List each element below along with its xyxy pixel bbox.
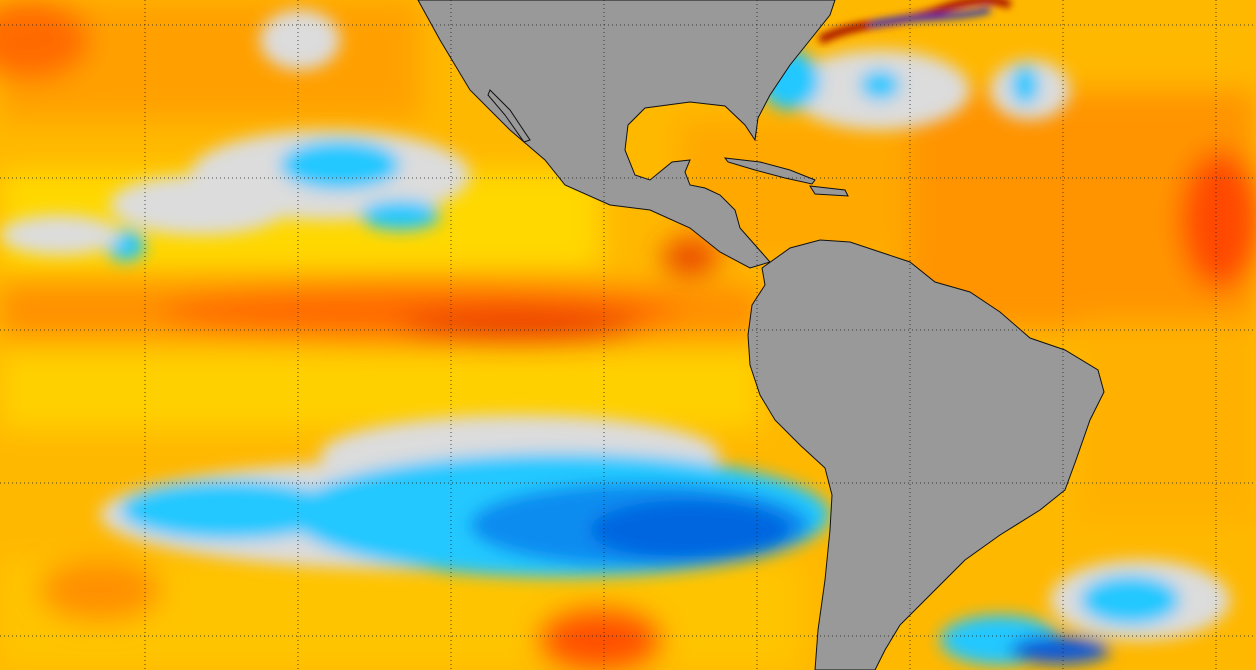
neutral-patch	[260, 10, 340, 70]
warm-field	[40, 560, 160, 620]
neutral-patch	[110, 175, 290, 235]
cold-patch	[1010, 636, 1110, 664]
cool-patch	[360, 200, 440, 230]
front	[869, 7, 991, 28]
warm-field	[0, 0, 90, 80]
warm-field	[1180, 150, 1256, 290]
cool-patch	[1080, 575, 1180, 625]
land	[417, 0, 1105, 670]
baja-california	[487, 89, 531, 143]
cool-patch	[860, 70, 900, 100]
cold-patch	[590, 500, 790, 560]
gulf-stream-front	[818, 0, 1012, 44]
cool-patch	[280, 140, 400, 190]
hot-core	[400, 311, 640, 339]
south-america	[747, 239, 1105, 670]
cool-patch	[120, 480, 340, 540]
warm-field	[1080, 320, 1256, 520]
hot-core	[662, 240, 718, 276]
north-central-america	[417, 0, 836, 269]
yellow-field	[0, 350, 760, 430]
cool-patch	[1011, 65, 1039, 105]
hot-core	[540, 610, 660, 670]
front	[818, 0, 1012, 44]
hispaniola	[809, 185, 849, 197]
neutral-patch	[0, 215, 120, 255]
cool-patches-north	[0, 10, 1070, 261]
cold-tongue	[100, 415, 1230, 665]
equatorial-band	[0, 240, 760, 670]
